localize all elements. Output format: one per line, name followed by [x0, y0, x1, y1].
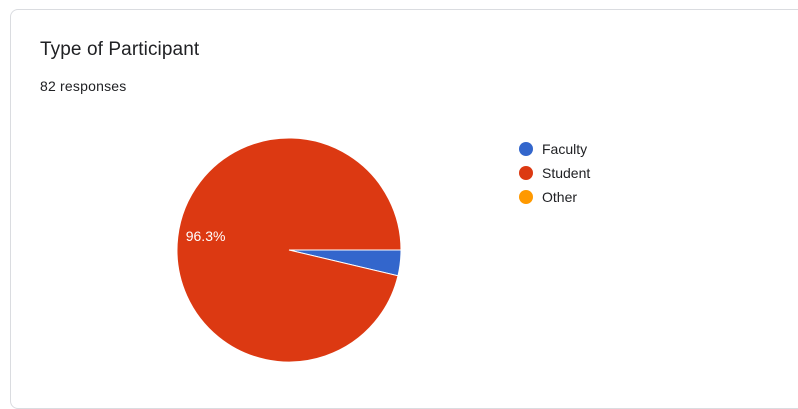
legend-item-other[interactable]: Other	[519, 185, 590, 209]
legend-swatch	[519, 142, 533, 156]
legend-swatch	[519, 166, 533, 180]
legend-label: Other	[542, 189, 578, 205]
chart-legend: Faculty Student Other	[519, 137, 590, 209]
legend-label: Student	[542, 165, 591, 181]
pie-chart: 96.3%	[176, 137, 402, 363]
pie-slice-student[interactable]	[176, 137, 402, 363]
chart-card	[10, 9, 798, 409]
legend-item-student[interactable]: Student	[519, 161, 590, 185]
legend-label: Faculty	[542, 141, 588, 157]
legend-swatch	[519, 190, 533, 204]
legend-item-faculty[interactable]: Faculty	[519, 137, 590, 161]
chart-title: Type of Participant	[40, 39, 200, 60]
slice-data-label: 96.3%	[186, 228, 226, 244]
response-count: 82 responses	[40, 78, 127, 94]
